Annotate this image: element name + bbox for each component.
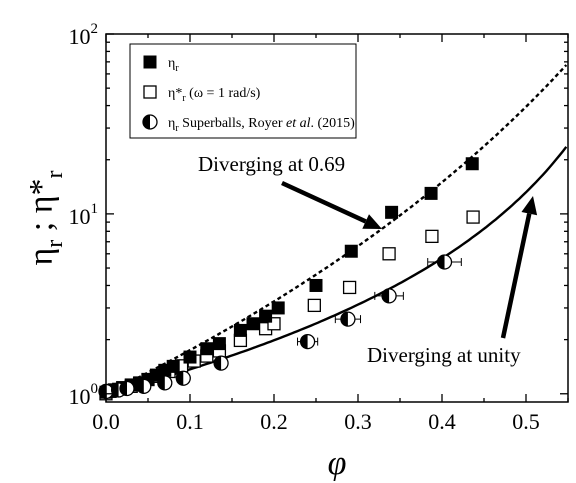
arrow-to-solid-fit (281, 180, 382, 229)
legend-main: η (168, 116, 175, 131)
y-tick-exp: 1 (91, 201, 99, 217)
marker-half-fill (382, 288, 390, 303)
marker-half-fill (136, 379, 144, 394)
data-point (309, 278, 323, 292)
data-point (382, 247, 396, 261)
y-title-eta: η (23, 248, 60, 266)
marker-half-fill (120, 381, 127, 396)
legend-rest-post: . (2015) (311, 116, 356, 131)
data-point (424, 186, 438, 200)
data-point (307, 298, 321, 313)
data-point (212, 337, 226, 351)
y-tick-exp: 0 (91, 381, 99, 397)
y-tick-exp: 2 (91, 21, 99, 37)
y-tick-label: 101 (69, 201, 99, 229)
legend-label: η*r (ω = 1 rad/s) (168, 86, 261, 104)
data-point (466, 210, 480, 224)
data-point (271, 301, 285, 315)
data-point (436, 254, 453, 270)
x-axis-title: φ (328, 445, 347, 482)
data-point (157, 375, 173, 391)
data-point (136, 378, 152, 394)
data-point (385, 205, 399, 219)
marker-half-fill (176, 371, 184, 386)
y-tick-base: 10 (69, 24, 91, 49)
data-point (465, 157, 479, 171)
x-tick-label: 0.0 (92, 409, 120, 434)
legend-box (129, 43, 357, 139)
legend-rest: (ω = 1 rad/s) (186, 86, 261, 101)
data-point (299, 333, 316, 350)
legend-marker (143, 55, 157, 69)
marker-half-fill (143, 115, 150, 129)
data-point (119, 380, 135, 397)
data-point (425, 229, 439, 244)
marker-half-fill (157, 375, 165, 390)
data-point (246, 317, 260, 331)
x-tick-label: 0.1 (176, 409, 204, 434)
data-point (340, 311, 356, 327)
y-tick-base: 10 (69, 204, 91, 229)
marker-half-fill (340, 312, 348, 327)
data-point (200, 342, 214, 356)
legend-sub: r (175, 63, 179, 74)
y-tick-base: 10 (69, 384, 91, 409)
data-point (213, 355, 229, 371)
arrow-head (521, 196, 538, 216)
data-point (233, 323, 247, 337)
legend-main: η* (168, 86, 182, 101)
y-tick-label: 102 (69, 21, 99, 49)
arrow-head (362, 214, 382, 229)
marker-half-fill (437, 255, 445, 270)
arrow-shaft (281, 180, 367, 224)
legend-label: ηr (168, 56, 179, 74)
x-tick-label: 0.4 (428, 409, 456, 434)
data-point (342, 280, 357, 295)
legend-marker (143, 85, 157, 99)
legend-rest-pre: Superballs, Royer (179, 116, 286, 131)
data-point (183, 350, 197, 364)
legend: ηrη*r (ω = 1 rad/s)ηr Superballs, Royer … (129, 43, 357, 139)
y-title-eta-star: η* (23, 178, 60, 213)
annotation-diverging-069: Diverging at 0.69 (198, 152, 345, 176)
legend-main: η (168, 56, 175, 71)
fit-curve-dotted (106, 64, 568, 395)
x-tick-label: 0.2 (260, 409, 288, 434)
y-axis-title: ηr ; η*r (23, 170, 68, 265)
data-markers (98, 157, 480, 401)
y-title-sub: r (42, 240, 68, 248)
annotation-diverging-unity: Diverging at unity (367, 343, 521, 367)
plot-frame (105, 33, 569, 403)
marker-half-fill (214, 356, 222, 371)
y-title-sub2: r (42, 170, 68, 178)
legend-rest-italic: et al (286, 116, 311, 131)
arrow-to-dotted-fit (500, 196, 538, 339)
data-point (166, 359, 180, 373)
x-tick-label: 0.5 (512, 409, 540, 434)
marker-half-fill (300, 334, 308, 349)
legend-label: ηr Superballs, Royer et al. (2015) (168, 116, 355, 134)
y-tick-label: 100 (69, 381, 99, 409)
data-point (344, 244, 358, 258)
legend-sub: r (175, 123, 179, 134)
x-tick-label: 0.3 (344, 409, 372, 434)
legend-sub: r (182, 93, 186, 104)
data-point (175, 370, 191, 386)
annotations: Diverging at 0.69 Diverging at unity (198, 152, 538, 367)
legend-marker (142, 114, 158, 130)
marker-half-fill (99, 384, 106, 399)
data-point (381, 288, 397, 304)
arrow-shaft (500, 213, 532, 339)
data-point (259, 309, 273, 323)
y-title-sep: ; (23, 213, 60, 239)
